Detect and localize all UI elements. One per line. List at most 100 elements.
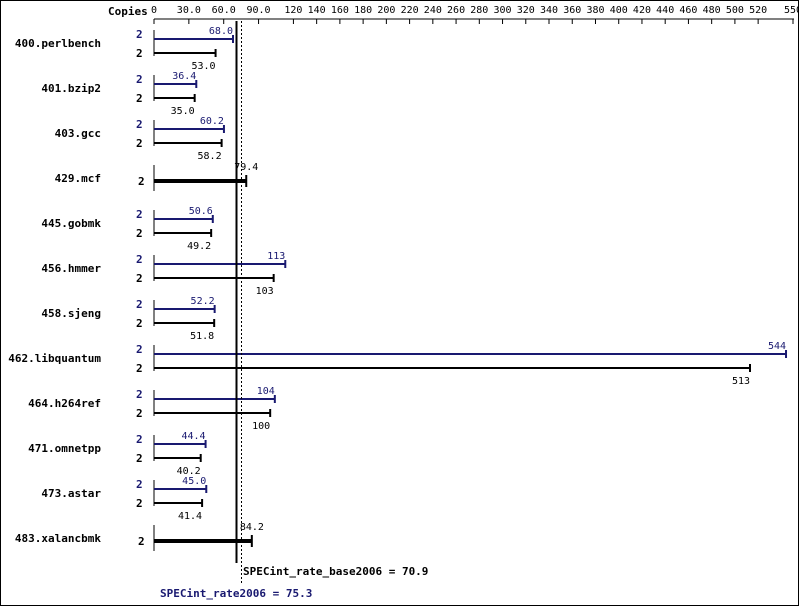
copies-label: 2 [138, 535, 145, 548]
peak-value-label: 544 [768, 341, 786, 352]
x-tick-label: 320 [517, 5, 535, 16]
peak-value-label: 52.2 [191, 296, 215, 307]
benchmark-group: 401.bzip2 2 2 36.4 35.0 [41, 71, 198, 117]
x-tick-label: 460 [679, 5, 697, 16]
base-copies-label: 2 [136, 317, 143, 330]
benchmark-label: 462.libquantum [8, 352, 101, 365]
peak-value-label: 45.0 [182, 476, 206, 487]
benchmark-group: 445.gobmk 2 2 50.6 49.2 [41, 206, 214, 252]
base-value-label: 53.0 [191, 61, 215, 72]
peak-value-label: 44.4 [181, 431, 205, 442]
base-summary-label: SPECint_rate_base2006 = 70.9 [243, 565, 428, 578]
peak-value-label: 36.4 [172, 71, 196, 82]
benchmark-label: 400.perlbench [15, 37, 101, 50]
base-value-label: 103 [256, 286, 274, 297]
x-tick-label: 280 [470, 5, 488, 16]
peak-value-label: 50.6 [189, 206, 213, 217]
benchmark-group: 456.hmmer 2 2 113 103 [41, 251, 287, 297]
benchmark-label: 458.sjeng [41, 307, 101, 320]
reference-lines [235, 21, 242, 585]
benchmark-group: 483.xalancbmk 2 84.2 [15, 522, 264, 551]
base-value-label: 40.2 [177, 466, 201, 477]
peak-value-label: 68.0 [209, 26, 233, 37]
base-value-label: 100 [252, 421, 270, 432]
peak-copies-label: 2 [136, 433, 143, 446]
benchmark-group: 429.mcf 2 79.4 [55, 162, 258, 191]
benchmark-label: 401.bzip2 [41, 82, 101, 95]
x-tick-label: 120 [284, 5, 302, 16]
base-copies-label: 2 [136, 137, 143, 150]
peak-copies-label: 2 [136, 343, 143, 356]
peak-copies-label: 2 [136, 388, 143, 401]
x-tick-label: 440 [656, 5, 674, 16]
benchmark-group: 464.h264ref 2 2 104 100 [28, 386, 276, 432]
benchmark-group: 403.gcc 2 2 60.2 58.2 [55, 116, 225, 162]
benchmark-label: 483.xalancbmk [15, 532, 101, 545]
peak-copies-label: 2 [136, 28, 143, 41]
base-copies-label: 2 [136, 362, 143, 375]
benchmark-group: 458.sjeng 2 2 52.2 51.8 [41, 296, 216, 342]
copies-label: 2 [138, 175, 145, 188]
base-value-label: 49.2 [187, 241, 211, 252]
peak-value-label: 113 [267, 251, 285, 262]
base-copies-label: 2 [136, 407, 143, 420]
x-tick-label: 0 [151, 5, 157, 16]
x-tick-label: 90.0 [247, 5, 271, 16]
base-copies-label: 2 [136, 227, 143, 240]
peak-copies-label: 2 [136, 478, 143, 491]
peak-summary-label: SPECint_rate2006 = 75.3 [160, 587, 312, 600]
base-value-label: 35.0 [171, 106, 195, 117]
base-value-label: 41.4 [178, 511, 202, 522]
base-copies-label: 2 [136, 47, 143, 60]
peak-value-label: 60.2 [200, 116, 224, 127]
peak-copies-label: 2 [136, 253, 143, 266]
copies-header: Copies [108, 5, 148, 18]
benchmark-group: 462.libquantum 2 2 544 513 [8, 341, 788, 387]
peak-value-label: 104 [257, 386, 275, 397]
x-tick-label: 520 [749, 5, 767, 16]
x-tick-label: 480 [703, 5, 721, 16]
x-tick-label: 360 [563, 5, 581, 16]
x-tick-label: 180 [354, 5, 372, 16]
peak-copies-label: 2 [136, 73, 143, 86]
benchmark-label: 445.gobmk [41, 217, 101, 230]
x-tick-label: 400 [610, 5, 628, 16]
x-tick-label: 260 [447, 5, 465, 16]
benchmark-group: 473.astar 2 2 45.0 41.4 [41, 476, 208, 522]
x-tick-label: 30.0 [177, 5, 201, 16]
benchmark-group: 471.omnetpp 2 2 44.4 40.2 [28, 431, 207, 477]
x-tick-label: 500 [726, 5, 744, 16]
x-tick-label: 160 [331, 5, 349, 16]
base-copies-label: 2 [136, 92, 143, 105]
base-copies-label: 2 [136, 497, 143, 510]
x-tick-label: 200 [377, 5, 395, 16]
base-copies-label: 2 [136, 272, 143, 285]
benchmark-label: 464.h264ref [28, 397, 101, 410]
benchmark-label: 429.mcf [55, 172, 101, 185]
peak-copies-label: 2 [136, 298, 143, 311]
benchmark-label: 473.astar [41, 487, 101, 500]
base-value-label: 513 [732, 376, 750, 387]
peak-copies-label: 2 [136, 208, 143, 221]
x-tick-label: 420 [633, 5, 651, 16]
x-tick-label: 140 [308, 5, 326, 16]
x-axis: 0 30.0 60.0 90.0 120 140 160 180 200 220 240 260 280… [151, 5, 799, 24]
bar-series: 400.perlbench 2 2 68.0 53.0 401.bzip2 2 2 36.4 35… [8, 26, 788, 551]
x-tick-label: 60.0 [212, 5, 236, 16]
x-tick-label: 300 [494, 5, 512, 16]
benchmark-label: 456.hmmer [41, 262, 101, 275]
benchmark-label: 471.omnetpp [28, 442, 101, 455]
base-value-label: 79.4 [234, 162, 258, 173]
x-tick-label: 220 [401, 5, 419, 16]
x-tick-label: 550 [784, 5, 798, 16]
base-value-label: 58.2 [198, 151, 222, 162]
x-tick-label: 240 [424, 5, 442, 16]
benchmark-group: 400.perlbench 2 2 68.0 53.0 [15, 26, 235, 72]
benchmark-label: 403.gcc [55, 127, 101, 140]
x-tick-label: 340 [540, 5, 558, 16]
base-value-label: 84.2 [240, 522, 264, 533]
base-value-label: 51.8 [190, 331, 214, 342]
peak-copies-label: 2 [136, 118, 143, 131]
